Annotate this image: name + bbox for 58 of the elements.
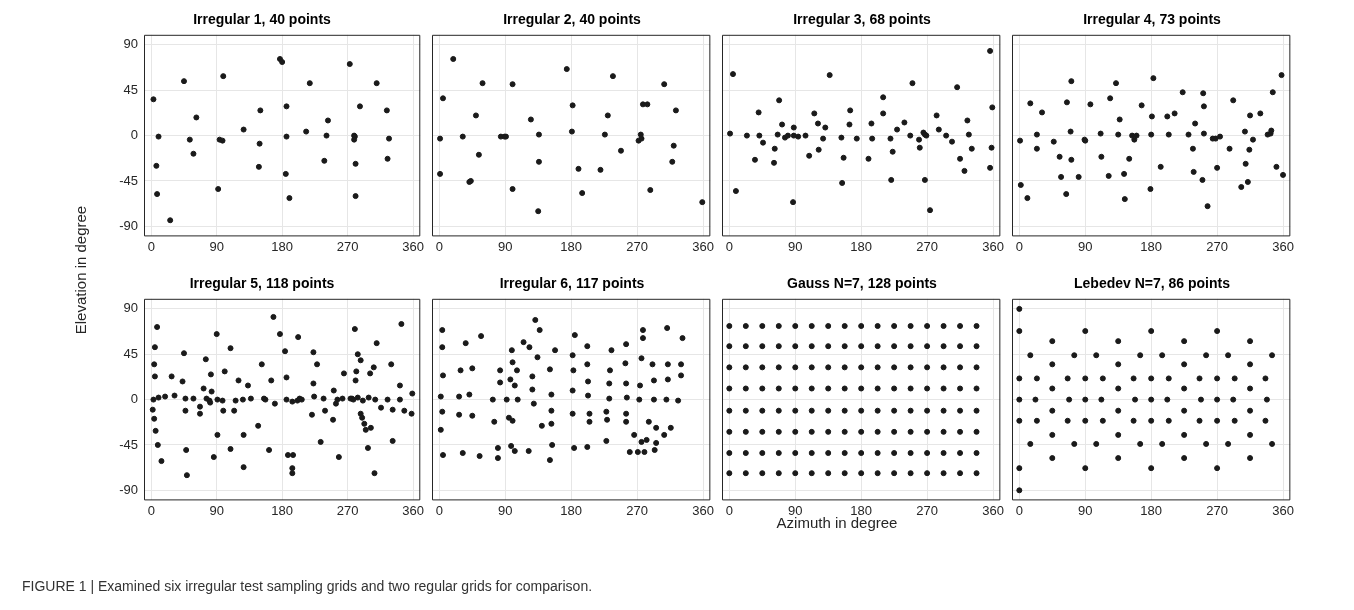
y-tick-label: 90 xyxy=(123,36,138,52)
x-tick-label: 270 xyxy=(916,502,938,518)
x-tick-label: 180 xyxy=(271,502,293,518)
x-tick-label: 180 xyxy=(850,238,873,254)
y-tick-label: 0 xyxy=(130,391,138,407)
y-tick-label: -45 xyxy=(119,436,138,452)
chart-title: Irregular 3, 68 points xyxy=(793,11,932,28)
x-tick-label: 270 xyxy=(336,502,359,518)
x-tick-label: 360 xyxy=(982,238,1004,254)
x-tick-label: 270 xyxy=(1206,502,1228,518)
x-tick-label: 360 xyxy=(1272,502,1294,518)
x-tick-label: 270 xyxy=(1206,238,1228,254)
y-tick-label: -45 xyxy=(119,172,138,188)
y-tick-label: -90 xyxy=(119,217,138,233)
x-tick-label: 0 xyxy=(725,502,733,518)
chart-title: Irregular 2, 40 points xyxy=(503,11,642,28)
y-tick-label: 45 xyxy=(123,81,138,97)
chart-title: Irregular 4, 73 points xyxy=(1083,11,1222,28)
x-tick-label: 90 xyxy=(1078,238,1093,254)
x-tick-label: 90 xyxy=(788,238,803,254)
x-tick-label: 90 xyxy=(498,502,513,518)
x-tick-label: 90 xyxy=(1078,502,1093,518)
x-tick-label: 0 xyxy=(147,502,155,518)
x-tick-label: 0 xyxy=(1015,238,1023,254)
chart-title: Irregular 5, 118 points xyxy=(189,275,335,292)
y-tick-label: 45 xyxy=(123,345,138,361)
x-tick-label: 270 xyxy=(916,238,938,254)
chart-title: Irregular 1, 40 points xyxy=(193,11,332,28)
caption: FIGURE 1 | Examined six irregular test sampling grids and two regular grids for comparison. xyxy=(22,578,593,594)
x-tick-label: 360 xyxy=(692,238,714,254)
x-tick-label: 360 xyxy=(1272,238,1294,254)
x-tick-label: 180 xyxy=(560,502,583,518)
x-tick-label: 180 xyxy=(1140,502,1163,518)
y-axis-title: Elevation in degree xyxy=(71,205,89,335)
y-tick-label: 0 xyxy=(130,127,138,143)
x-tick-label: 270 xyxy=(626,502,648,518)
x-tick-label: 0 xyxy=(725,238,733,254)
x-tick-label: 180 xyxy=(1140,238,1163,254)
x-tick-label: 0 xyxy=(435,502,443,518)
y-tick-label: 90 xyxy=(123,300,138,316)
x-tick-label: 90 xyxy=(209,502,224,518)
chart-title: Lebedev N=7, 86 points xyxy=(1074,275,1231,292)
x-tick-label: 0 xyxy=(1015,502,1023,518)
x-tick-label: 90 xyxy=(209,238,224,254)
x-tick-label: 360 xyxy=(402,238,424,254)
x-tick-label: 180 xyxy=(271,238,293,254)
chart-title: Irregular 6, 117 points xyxy=(499,275,645,292)
x-tick-label: 360 xyxy=(982,502,1004,518)
x-tick-label: 270 xyxy=(626,238,648,254)
y-tick-label: -90 xyxy=(119,481,138,497)
x-tick-label: 0 xyxy=(435,238,443,254)
x-tick-label: 0 xyxy=(147,238,155,254)
x-tick-label: 360 xyxy=(692,502,714,518)
x-tick-label: 90 xyxy=(498,238,513,254)
x-tick-label: 360 xyxy=(402,502,424,518)
x-tick-label: 270 xyxy=(336,238,359,254)
x-tick-label: 180 xyxy=(560,238,583,254)
chart-title: Gauss N=7, 128 points xyxy=(787,275,938,292)
